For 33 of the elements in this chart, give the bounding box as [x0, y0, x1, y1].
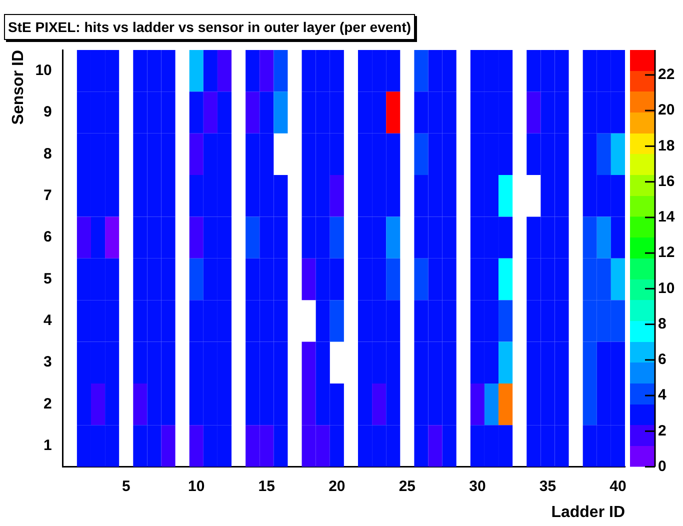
y-tick-label: 6 — [44, 228, 52, 246]
y-tick-label: 2 — [44, 395, 52, 412]
y-axis-title: Sensor ID — [10, 50, 28, 125]
x-tick-label: 20 — [328, 478, 346, 495]
color-bar-label: 6 — [658, 351, 666, 368]
chart-title: StE PIXEL: hits vs ladder vs sensor in outer layer (per event) — [4, 14, 416, 40]
color-bar-label: 10 — [658, 280, 675, 297]
color-bar-label: 16 — [658, 172, 675, 190]
x-tick-label: 15 — [258, 478, 275, 495]
x-axis-title: Ladder ID — [551, 504, 625, 521]
color-bar-label: 12 — [658, 244, 675, 262]
y-tick-label: 5 — [44, 270, 52, 288]
x-tick-label: 30 — [469, 478, 486, 495]
y-tick-label: 10 — [35, 62, 52, 79]
color-bar-label: 0 — [658, 458, 666, 475]
color-bar-label: 20 — [658, 102, 675, 119]
color-bar-label: 8 — [658, 315, 666, 332]
color-bar-label: 22 — [658, 66, 675, 84]
color-bar-label: 2 — [658, 422, 666, 440]
y-tick-label: 1 — [44, 437, 52, 454]
color-bar-label: 4 — [658, 386, 667, 404]
color-bar-label: 14 — [658, 208, 676, 226]
x-tick-label: 5 — [122, 478, 130, 495]
x-tick-label: 40 — [610, 478, 626, 495]
x-tick-label: 25 — [398, 478, 416, 495]
y-tick-label: 4 — [44, 312, 53, 330]
x-tick-label: 35 — [539, 478, 556, 495]
color-bar-label: 18 — [658, 137, 675, 154]
y-tick-label: 7 — [44, 187, 52, 204]
x-tick-label: 10 — [188, 478, 205, 495]
y-tick-label: 3 — [44, 354, 52, 371]
y-tick-label: 8 — [44, 145, 52, 162]
y-tick-label: 9 — [44, 104, 52, 121]
